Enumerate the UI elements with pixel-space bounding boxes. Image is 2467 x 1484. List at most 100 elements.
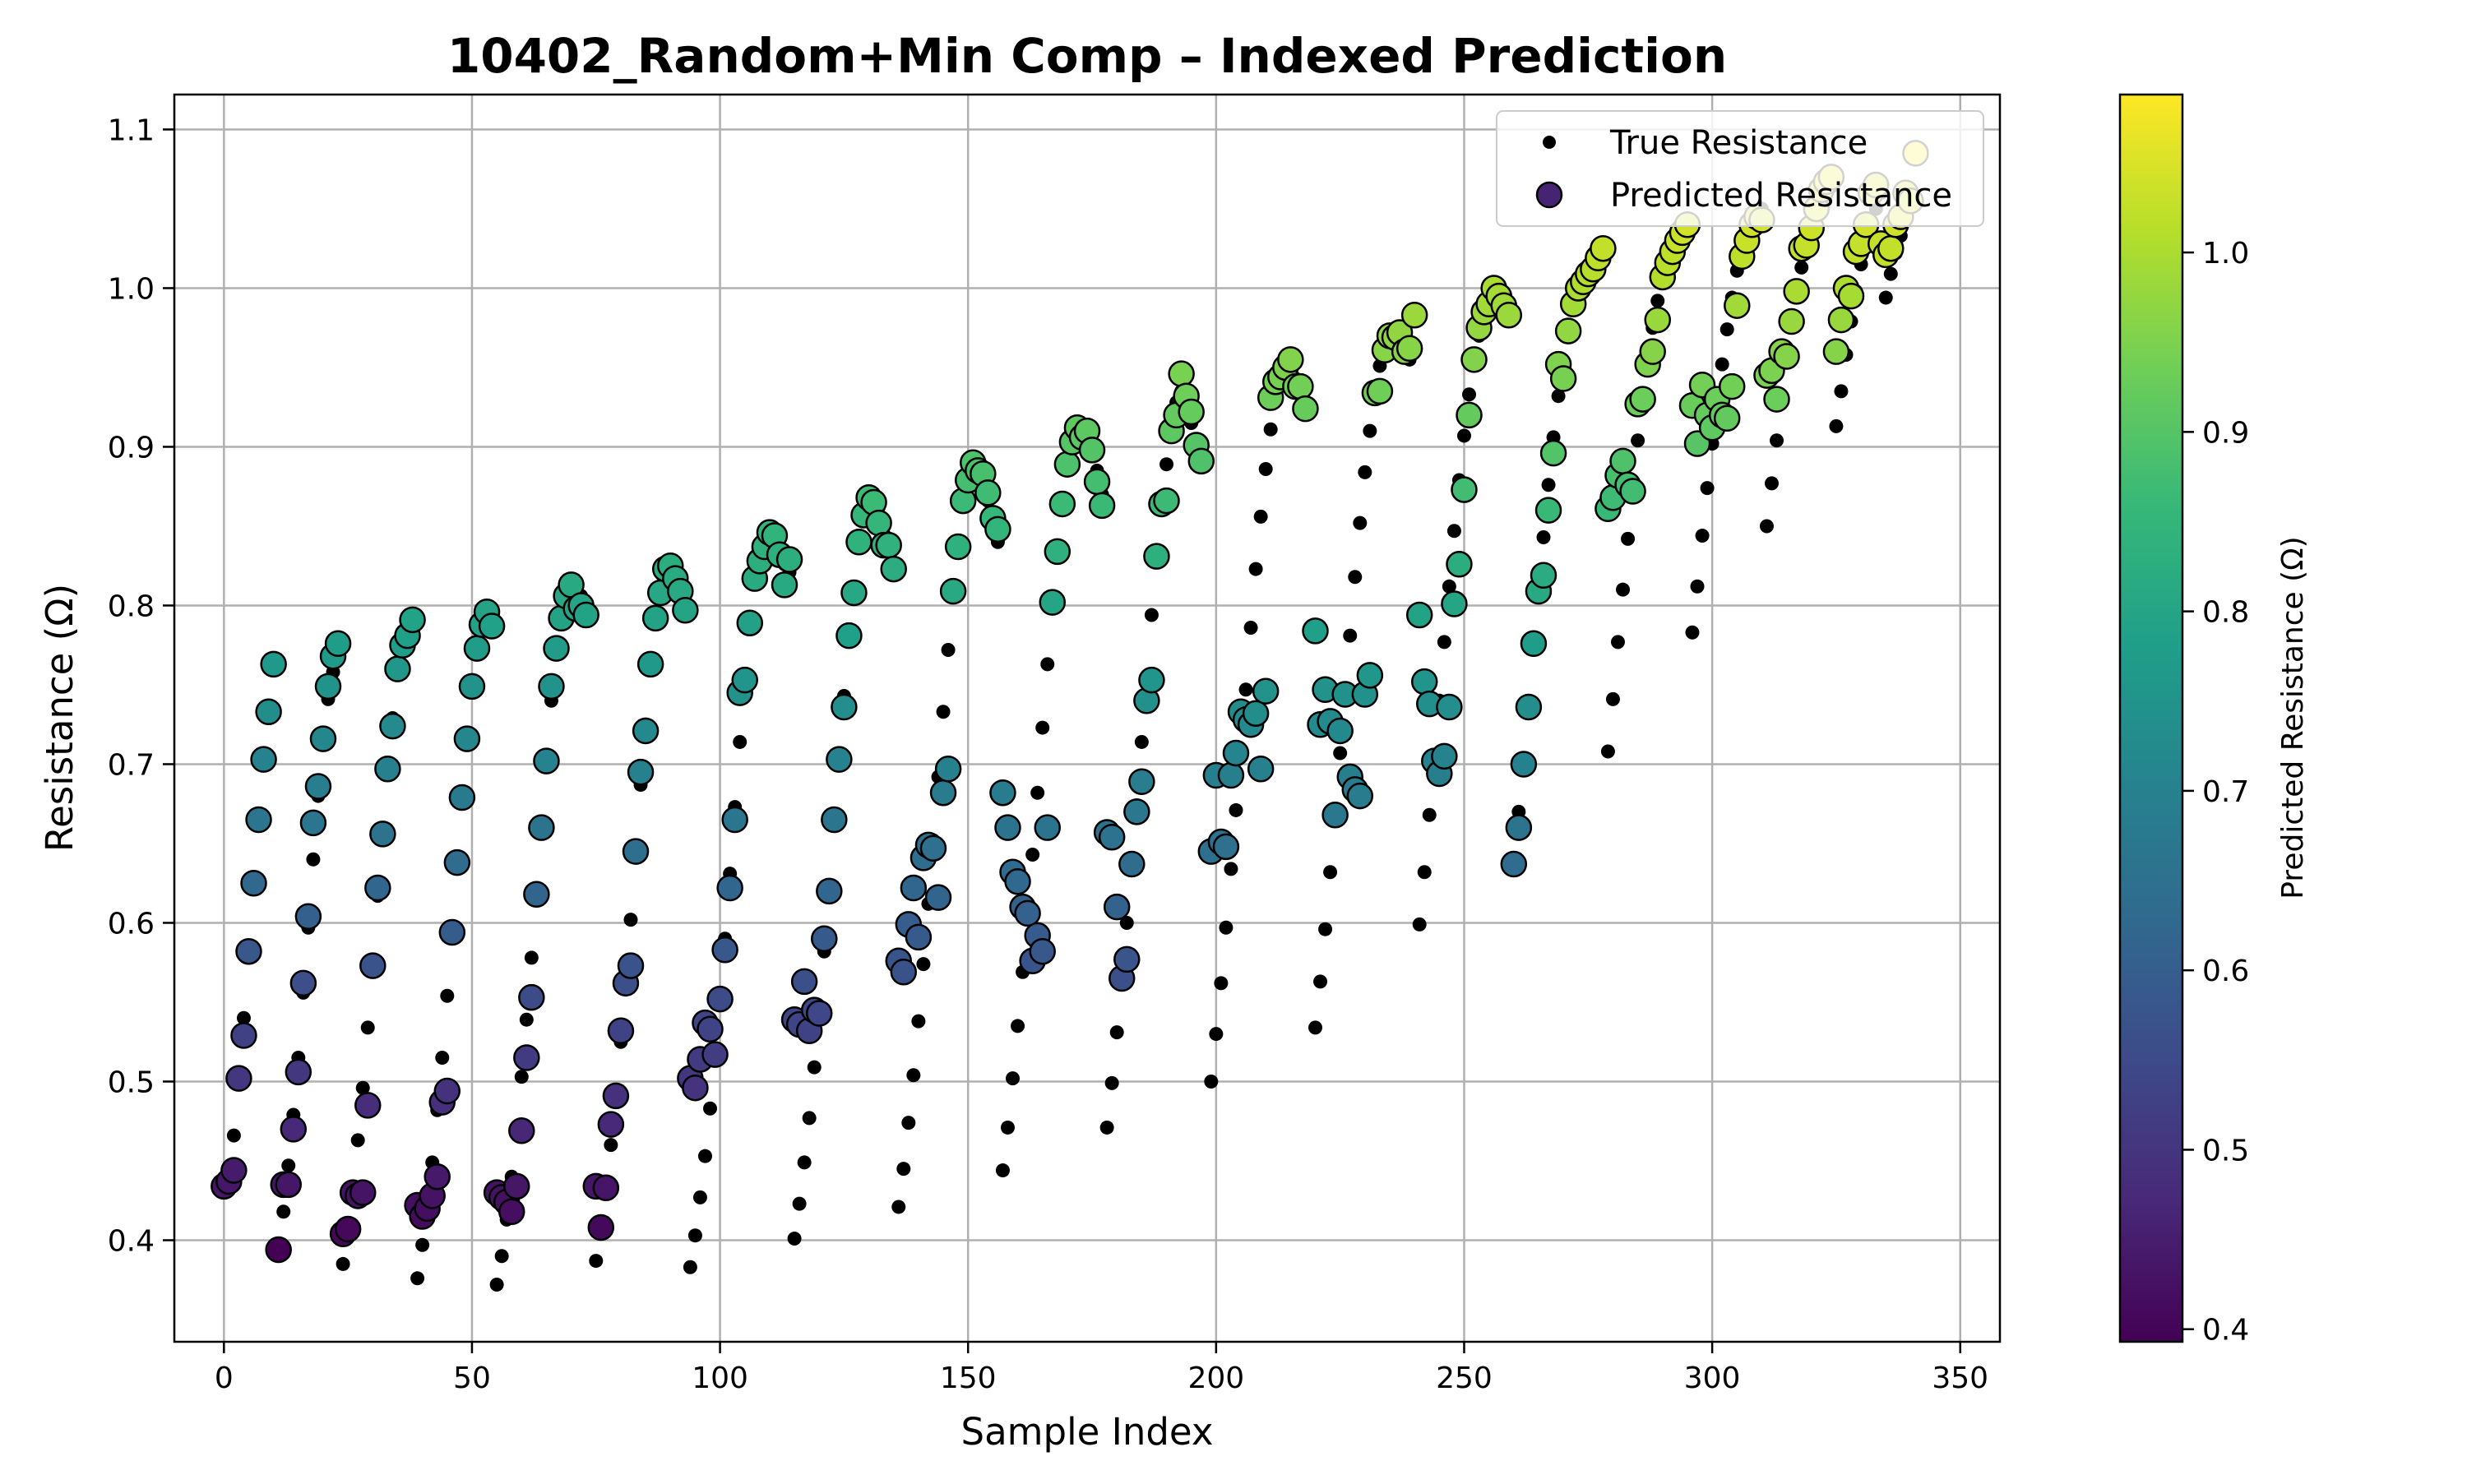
true-point: [1715, 357, 1729, 372]
predicted-point: [289, 969, 317, 997]
predicted-point: [503, 1172, 530, 1200]
predicted-point: [364, 874, 391, 902]
true-point: [792, 1196, 807, 1211]
predicted-point: [1713, 405, 1741, 432]
predicted-point: [1004, 868, 1031, 895]
predicted-point: [636, 650, 664, 678]
colorbar-ticks: 0.4 0.5 0.6 0.7 0.8 0.9 1.0: [2182, 237, 2249, 1348]
x-tick-label: 200: [1187, 1361, 1244, 1395]
predicted-point: [1773, 343, 1800, 370]
true-point: [1348, 570, 1363, 585]
true-point: [1536, 529, 1551, 544]
true-point: [1109, 1025, 1124, 1040]
predicted-point: [607, 1017, 635, 1044]
predicted-point: [498, 1198, 525, 1225]
true-point: [1333, 746, 1348, 760]
plot-frame: [173, 93, 2002, 1343]
predicted-point: [597, 1111, 625, 1138]
true-point: [1616, 582, 1631, 597]
true-point: [410, 1271, 425, 1286]
predicted-point: [627, 758, 655, 786]
true-point: [703, 1101, 718, 1116]
true-point: [1422, 807, 1437, 822]
predicted-point: [1153, 487, 1180, 515]
predicted-point: [1827, 306, 1855, 334]
predicted-point: [275, 1171, 302, 1199]
predicted-point: [1500, 850, 1528, 878]
predicted-point: [518, 983, 545, 1011]
predicted-point: [1590, 234, 1617, 262]
x-axis-ticks: 0 50 100 150 200 250 300 350: [215, 1342, 1988, 1395]
true-point: [1883, 266, 1898, 281]
true-point: [1030, 785, 1045, 800]
true-point: [1099, 1120, 1114, 1135]
y-axis-label: Resistance (Ω): [38, 584, 81, 852]
predicted-point: [775, 546, 803, 573]
predicted-point: [1724, 292, 1751, 319]
true-point: [1770, 433, 1784, 448]
predicted-point: [1366, 377, 1394, 405]
predicted-point: [880, 555, 907, 583]
true-point: [891, 1200, 906, 1214]
predicted-point: [721, 806, 748, 834]
predicted-point: [349, 1179, 377, 1206]
predicted-point: [1143, 543, 1170, 570]
true-point: [1253, 509, 1268, 524]
true-point: [589, 1254, 604, 1269]
true-point: [1040, 657, 1055, 672]
true-point: [1343, 628, 1358, 643]
predicted-point: [458, 673, 486, 700]
x-tick-label: 150: [940, 1361, 997, 1395]
predicted-point: [706, 985, 734, 1013]
true-point: [519, 1012, 534, 1027]
predicted-point: [1446, 551, 1473, 578]
true-point: [1719, 322, 1734, 337]
predicted-point: [1778, 307, 1805, 335]
true-point: [1765, 476, 1779, 491]
x-tick-label: 100: [692, 1361, 748, 1395]
predicted-point: [572, 601, 599, 629]
true-point: [802, 1111, 817, 1126]
true-point: [787, 1232, 802, 1246]
predicted-point: [1783, 278, 1810, 305]
true-point: [1794, 260, 1809, 275]
true-point: [604, 1138, 618, 1153]
predicted-point: [632, 717, 660, 745]
predicted-point: [304, 773, 332, 800]
y-tick-label: 0.8: [108, 589, 155, 623]
predicted-point: [1252, 677, 1280, 705]
true-point: [1119, 915, 1134, 930]
predicted-point: [508, 1117, 535, 1144]
predicted-point: [314, 673, 342, 700]
colorbar-tick-label: 0.9: [2202, 416, 2249, 450]
predicted-point: [424, 1163, 451, 1190]
predicted-point: [1277, 346, 1304, 373]
true-point: [360, 1020, 375, 1035]
legend-marker-true: [1543, 136, 1556, 149]
predicted-point: [711, 936, 738, 964]
predicted-point: [533, 747, 560, 774]
predicted-point: [811, 925, 838, 953]
true-point: [1308, 1020, 1322, 1035]
predicted-point: [1460, 346, 1488, 373]
true-point: [1144, 608, 1159, 622]
legend: True Resistance Predicted Resistance: [1496, 110, 1984, 227]
true-point: [896, 1162, 911, 1177]
predicted-point: [805, 1000, 833, 1027]
predicted-point: [1515, 693, 1543, 721]
predicted-point: [919, 834, 947, 862]
predicted-point: [771, 571, 798, 599]
predicted-point: [463, 635, 491, 662]
predicted-point: [1242, 700, 1270, 727]
predicted-point: [250, 746, 277, 773]
y-tick-label: 1.1: [108, 113, 155, 147]
true-point: [1025, 847, 1040, 862]
predicted-point: [1405, 601, 1433, 629]
predicted-point: [592, 1174, 620, 1202]
predicted-point: [736, 609, 764, 636]
true-point: [1353, 515, 1368, 530]
true-point: [1209, 1027, 1224, 1042]
predicted-point: [602, 1082, 630, 1110]
true-point: [514, 1070, 529, 1084]
predicted-point: [1530, 562, 1557, 589]
